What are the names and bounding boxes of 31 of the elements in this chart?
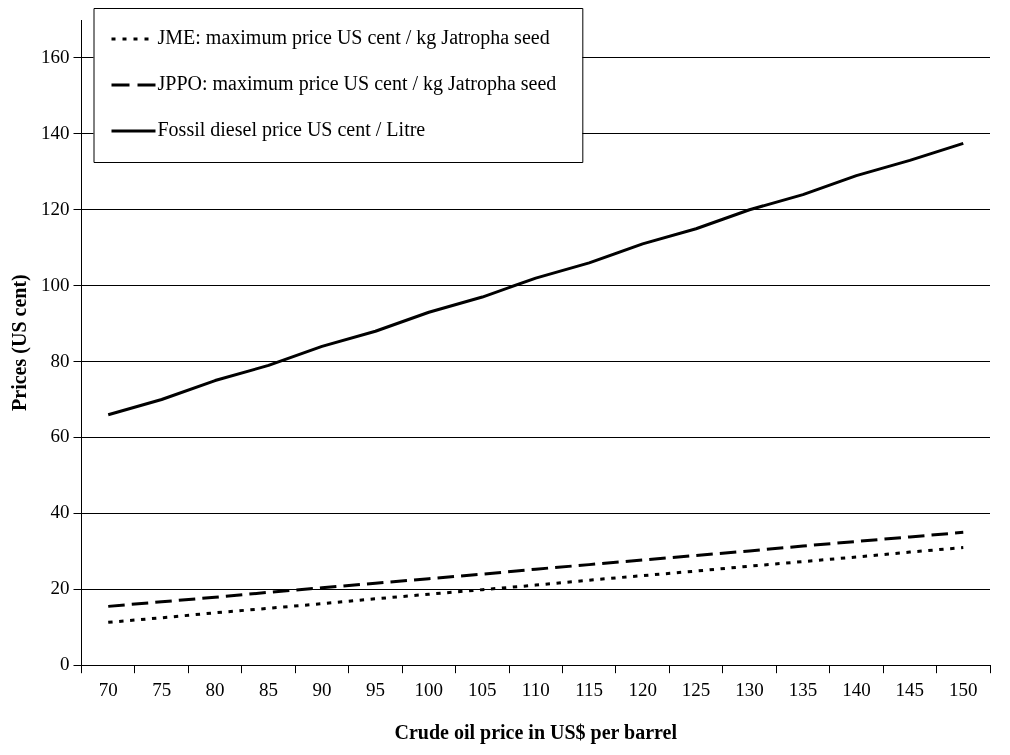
y-tick-label: 100 [41, 273, 70, 295]
x-tick-label: 150 [949, 678, 978, 700]
x-tick-label: 70 [98, 678, 118, 700]
y-tick-label: 140 [41, 121, 70, 143]
y-tick-label: 160 [41, 45, 70, 67]
y-tick-label: 120 [41, 197, 70, 219]
x-tick-label: 105 [468, 678, 497, 700]
x-tick-label: 100 [414, 678, 444, 700]
legend-label: Fossil diesel price US cent / Litre [157, 118, 426, 142]
y-tick-label: 80 [50, 349, 70, 371]
x-tick-label: 135 [788, 678, 818, 700]
x-tick-label: 115 [575, 678, 604, 700]
y-tick-label: 0 [60, 653, 70, 675]
x-tick-label: 110 [521, 678, 550, 700]
y-tick-label: 20 [50, 577, 70, 599]
y-axis-title: Prices (US cent) [8, 274, 32, 411]
x-tick-label: 120 [628, 678, 657, 700]
x-axis-title: Crude oil price in US$ per barrel [394, 721, 678, 745]
x-tick-label: 125 [681, 678, 711, 700]
x-tick-label: 75 [152, 678, 172, 700]
y-tick-label: 60 [50, 425, 70, 447]
legend-label: JPPO: maximum price US cent / kg Jatropha seed [157, 72, 557, 96]
legend-label: JME: maximum price US cent / kg Jatropha seed [157, 26, 550, 50]
x-tick-label: 95 [365, 678, 385, 700]
x-tick-label: 140 [842, 678, 871, 700]
x-tick-label: 85 [259, 678, 279, 700]
x-tick-label: 145 [895, 678, 925, 700]
x-tick-label: 80 [205, 678, 225, 700]
x-tick-label: 130 [735, 678, 764, 700]
y-tick-label: 40 [50, 501, 70, 523]
x-tick-label: 90 [312, 678, 332, 700]
